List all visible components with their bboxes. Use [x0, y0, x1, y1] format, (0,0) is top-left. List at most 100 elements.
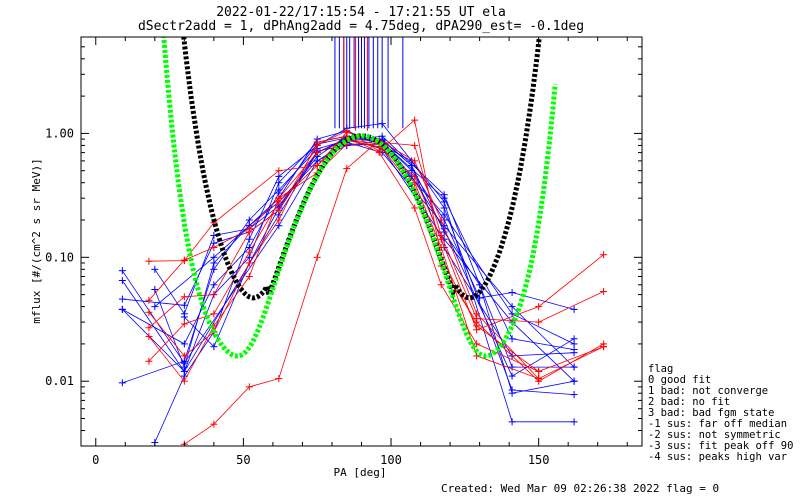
red-data-point — [411, 204, 419, 212]
blue-data-point — [210, 265, 218, 273]
red-data-point — [535, 318, 543, 326]
y-tick-label: 1.00 — [45, 126, 74, 140]
blue-data-point — [151, 285, 159, 293]
red-data-point — [313, 138, 321, 146]
legend-entry: -2 sus: not symmetric — [648, 429, 781, 441]
blue-data-point — [151, 303, 159, 311]
red-data-point — [245, 273, 253, 281]
blue-data-point — [570, 335, 578, 343]
blue-data-point — [508, 303, 516, 311]
blue-data-point — [378, 120, 386, 128]
y-tick-label: 0.01 — [45, 374, 74, 388]
legend-entry: 2 bad: no fit — [648, 396, 730, 408]
blue-data-point — [118, 305, 126, 313]
legend-title: flag — [648, 363, 673, 375]
x-tick-label: 0 — [92, 453, 99, 467]
blue-data-point — [570, 418, 578, 426]
blue-series-line — [154, 139, 575, 377]
red-data-point — [600, 251, 608, 259]
blue-data-point — [118, 276, 126, 284]
blue-data-point — [118, 295, 126, 303]
blue-data-point — [180, 363, 188, 371]
blue-data-point — [508, 418, 516, 426]
red-data-point — [210, 310, 218, 318]
blue-data-point — [210, 259, 218, 267]
red-data-point — [210, 244, 218, 252]
blue-data-point — [476, 281, 484, 289]
red-data-point — [145, 332, 153, 340]
blue-data-point — [508, 389, 516, 397]
blue-data-point — [508, 363, 516, 371]
red-data-point — [275, 194, 283, 202]
red-series-line — [148, 131, 604, 323]
legend-entry: -4 sus: peaks high var — [648, 451, 787, 463]
red-data-point — [473, 340, 481, 348]
blue-data-point — [245, 235, 253, 243]
red-data-point — [145, 308, 153, 316]
red-data-point — [275, 375, 283, 383]
legend-entry: -1 sus: far off median — [648, 418, 787, 430]
red-data-point — [145, 357, 153, 365]
blue-data-point — [508, 372, 516, 380]
red-data-point — [180, 293, 188, 301]
blue-data-point — [570, 305, 578, 313]
red-data-point — [245, 228, 253, 236]
blue-data-point — [210, 343, 218, 351]
red-data-point — [473, 310, 481, 318]
red-data-point — [313, 162, 321, 170]
red-data-point — [411, 157, 419, 165]
footer-created-flag: Created: Wed Mar 09 02:26:38 2022 flag =… — [441, 482, 719, 495]
blue-data-point — [570, 349, 578, 357]
red-data-point — [245, 259, 253, 267]
red-data-point — [600, 343, 608, 351]
blue-data-point — [570, 363, 578, 371]
red-data-point — [180, 256, 188, 264]
blue-data-point — [476, 294, 484, 302]
x-tick-label: 150 — [528, 453, 550, 467]
red-data-point — [535, 303, 543, 311]
red-data-point — [535, 367, 543, 375]
axis-ticks: 0 50 100 150 0.01 0.10 1.00 — [45, 37, 642, 467]
chart-title-line-2: dSectr2add = 1, dPhAng2add = 4.75deg, dP… — [138, 19, 584, 34]
blue-data-point — [275, 186, 283, 194]
blue-data-point — [180, 340, 188, 348]
red-data-point — [411, 116, 419, 124]
legend-entry: -3 sus: fit peak off 90 — [648, 440, 793, 452]
blue-data-point — [570, 377, 578, 385]
blue-data-point — [180, 301, 188, 309]
red-data-point — [313, 149, 321, 157]
red-data-point — [180, 320, 188, 328]
chart-title-line-1: 2022-01-22/17:15:54 - 17:21:55 UT ela — [216, 5, 506, 20]
red-data-point — [180, 377, 188, 385]
red-data-point — [411, 172, 419, 180]
red-series-line — [148, 135, 539, 372]
red-data-point — [411, 141, 419, 149]
legend: 0 good fit 1 bad: not converge 2 bad: no… — [648, 374, 793, 463]
red-data-point — [437, 281, 445, 289]
fit_green-fit-curve — [161, 37, 558, 359]
legend-entry: 1 bad: not converge — [648, 385, 768, 397]
blue-data-point — [440, 198, 448, 206]
red-data-point — [313, 253, 321, 261]
red-data-point — [145, 257, 153, 265]
blue-data-point — [210, 281, 218, 289]
fit_black-fit-curve — [181, 37, 542, 304]
x-tick-label: 50 — [236, 453, 250, 467]
blue-data-point — [408, 162, 416, 170]
red-data-point — [473, 318, 481, 326]
blue-data-point — [570, 391, 578, 399]
blue-data-point — [440, 191, 448, 199]
data-layer — [118, 37, 608, 446]
red-data-point — [275, 167, 283, 175]
red-data-point — [210, 291, 218, 299]
blue-data-point — [118, 379, 126, 387]
red-data-point — [145, 296, 153, 304]
red-data-point — [180, 352, 188, 360]
red-data-point — [245, 383, 253, 391]
y-tick-label: 0.10 — [45, 250, 74, 264]
red-data-point — [437, 216, 445, 224]
red-data-point — [343, 165, 351, 173]
blue-data-point — [440, 204, 448, 212]
red-data-point — [375, 149, 383, 157]
